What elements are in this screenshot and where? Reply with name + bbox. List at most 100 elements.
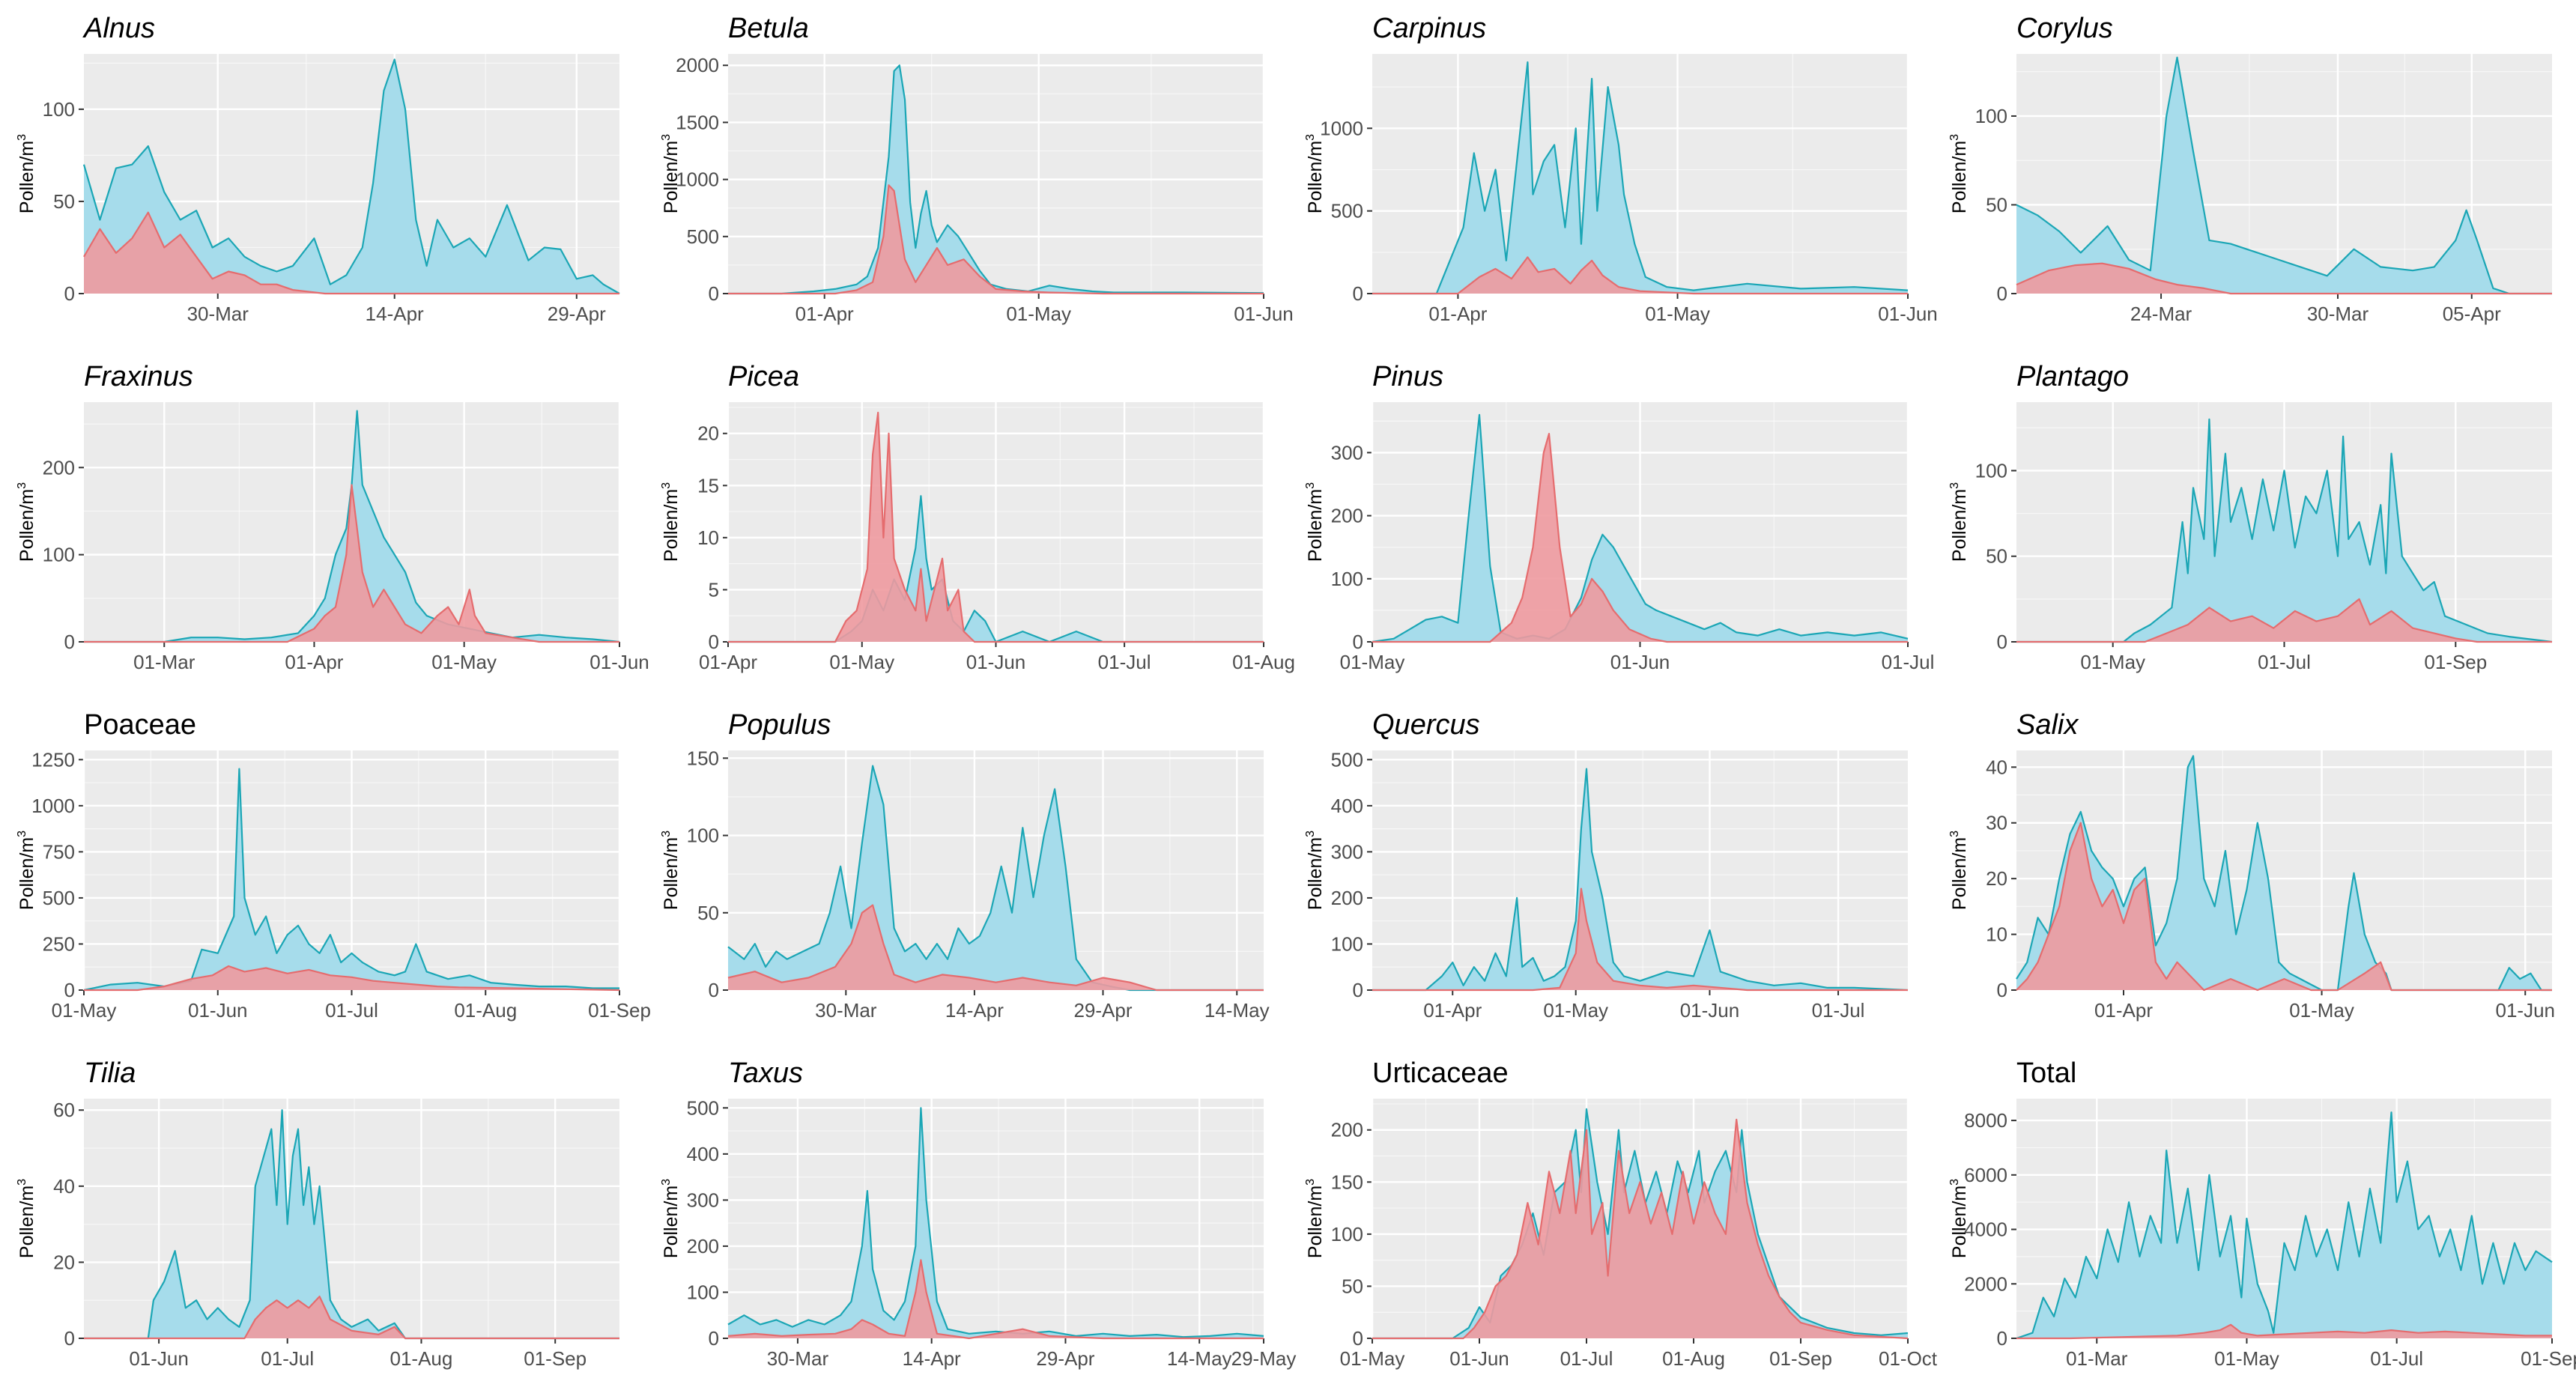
x-tick-label: 01-Sep (588, 999, 651, 1022)
chart-title: Tilia (84, 1057, 136, 1089)
series-line-red (727, 904, 1264, 992)
x-tick-label: 14-Apr (903, 1347, 961, 1370)
series-area-red (1372, 1119, 1908, 1338)
y-tick-label: 0 (64, 631, 75, 653)
y-tick-label: 1000 (31, 795, 75, 817)
y-tick-label: 2000 (1964, 1272, 2007, 1295)
x-tick-label: 29-Apr (1036, 1347, 1094, 1370)
chart-title: Salix (2016, 709, 2079, 741)
y-tick-label: 60 (53, 1099, 75, 1121)
chart-title: Urticaceae (1372, 1057, 1509, 1089)
x-tick-label: 01-Jun (188, 999, 248, 1022)
x-tick-label: 01-Apr (1423, 999, 1482, 1022)
x-tick-label: 01-May (1340, 651, 1405, 673)
x-tick-label: 01-Jun (1449, 1347, 1509, 1370)
x-tick-label: 01-Jun (966, 651, 1026, 673)
y-tick-label: 300 (687, 1189, 719, 1211)
y-tick-label: 1000 (676, 169, 719, 191)
panel-corylus: 0 50 100 24-Mar 30-Mar 05-Apr Corylus Pollen/m3 (1933, 0, 2573, 348)
x-tick-label: 01-Apr (795, 303, 854, 325)
y-axis-label: Pollen/m3 (660, 831, 682, 910)
panel-betula: 0 500 1000 1500 2000 01-Apr 01-May 01-Jun Betula… (644, 0, 1294, 348)
y-axis-label: Pollen/m3 (1304, 1179, 1326, 1258)
chart-taxus: 0 100 200 300 400 500 30-Mar 14-Apr 29-Apr 14-May… (660, 1057, 1296, 1370)
series-area-red (1372, 257, 1908, 294)
y-tick-label: 0 (1353, 282, 1363, 305)
series-line-blue (728, 64, 1264, 295)
y-tick-label: 100 (687, 1281, 719, 1303)
chart-title: Taxus (728, 1057, 803, 1089)
y-tick-label: 750 (43, 840, 75, 863)
y-axis-label: Pollen/m3 (16, 134, 37, 213)
x-tick-label: 01-Jul (2370, 1347, 2423, 1370)
y-axis-label: Pollen/m3 (660, 1179, 682, 1258)
series-line-red (84, 965, 620, 992)
y-tick-label: 1500 (676, 111, 719, 133)
x-tick-label: 01-Jun (590, 651, 649, 673)
series-area-blue (2016, 419, 2552, 642)
panel-alnus: 0 50 100 30-Mar 14-Apr 29-Apr Alnus Pollen/m3 (0, 0, 640, 348)
y-tick-label: 500 (687, 225, 719, 248)
x-tick-label: 01-Sep (1769, 1347, 1832, 1370)
y-tick-label: 6000 (1964, 1164, 2007, 1186)
x-tick-label: 01-May (2289, 999, 2354, 1022)
chart-title: Pinus (1372, 361, 1443, 392)
series-area-blue (2016, 1112, 2552, 1338)
y-tick-label: 0 (64, 282, 75, 305)
x-tick-label: 01-May (431, 651, 497, 673)
y-tick-label: 150 (687, 747, 719, 769)
panel-fraxinus: 0 100 200 01-Mar 01-Apr 01-May 01-Jun Fraxinus P… (0, 348, 649, 696)
x-tick-label: 14-May (1204, 999, 1270, 1022)
plot-background (1372, 750, 1908, 990)
panel-poaceae: 0 250 500 750 1000 1250 01-May 01-Jun 01-Jul 01-A… (0, 696, 651, 1045)
y-tick-label: 100 (1975, 459, 2007, 482)
series-line-red (2016, 822, 2552, 992)
chart-populus: 0 50 100 150 30-Mar 14-Apr 29-Apr 14-May Populus… (660, 709, 1270, 1022)
series-area-blue (1372, 414, 1908, 642)
series-line-red (1372, 256, 1908, 295)
x-tick-label: 29-May (1231, 1347, 1297, 1370)
y-axis-label: Pollen/m3 (1948, 134, 1970, 213)
y-tick-label: 500 (1331, 748, 1363, 771)
x-tick-label: 14-Apr (945, 999, 1004, 1022)
y-axis-label: Pollen/m3 (660, 482, 682, 562)
y-tick-label: 100 (1331, 568, 1363, 590)
y-tick-label: 100 (1331, 932, 1363, 955)
y-tick-label: 2000 (676, 54, 719, 76)
y-tick-label: 50 (1986, 545, 2007, 568)
series-line-blue (1372, 61, 1909, 295)
series-line-red (84, 484, 619, 643)
y-tick-label: 200 (1331, 1119, 1363, 1141)
panel-picea: 0 5 10 15 20 01-Apr 01-May 01-Jun 01-Jul 01-Aug Pi… (644, 348, 1295, 696)
y-tick-label: 0 (1997, 1327, 2007, 1350)
chart-title: Poaceae (84, 709, 196, 741)
x-tick-label: 29-Apr (1073, 999, 1132, 1022)
panel-plantago: 0 50 100 01-May 01-Jul 01-Sep Plantago Pollen/m… (1933, 348, 2573, 696)
y-tick-label: 4000 (1964, 1219, 2007, 1241)
x-tick-label: 01-Aug (1662, 1347, 1725, 1370)
x-tick-label: 14-May (1167, 1347, 1232, 1370)
series-area-red (84, 212, 619, 294)
y-tick-label: 1000 (1320, 117, 1363, 139)
y-tick-label: 150 (1331, 1171, 1363, 1193)
x-tick-label: 01-Jul (1882, 651, 1935, 673)
x-tick-label: 01-May (1340, 1347, 1405, 1370)
x-tick-label: 01-Apr (1428, 303, 1487, 325)
series-area-blue (728, 1108, 1264, 1338)
y-tick-label: 20 (1986, 867, 2007, 890)
x-tick-label: 30-Mar (2307, 303, 2369, 325)
y-axis-label: Pollen/m3 (1948, 482, 1970, 562)
x-tick-label: 01-Aug (454, 999, 517, 1022)
panel-tilia: 0 20 40 60 01-Jun 01-Jul 01-Aug 01-Sep Tilia Poll… (0, 1045, 640, 1393)
y-tick-label: 20 (697, 422, 719, 445)
x-tick-label: 01-Aug (390, 1347, 453, 1370)
y-axis-label: Pollen/m3 (16, 1179, 37, 1258)
series-line-red (728, 411, 1264, 643)
series-line-blue (727, 1107, 1264, 1338)
chart-urticaceae: 0 50 100 150 200 01-May 01-Jun 01-Jul 01-Aug 01-S… (1304, 1057, 1938, 1370)
chart-pinus: 0 100 200 300 01-May 01-Jun 01-Jul Pinus Pollen/… (1304, 361, 1934, 673)
x-tick-label: 01-Jun (1234, 303, 1294, 325)
y-tick-label: 400 (1331, 795, 1363, 817)
chart-poaceae: 0 250 500 750 1000 1250 01-May 01-Jun 01-Jul 01-A… (16, 709, 651, 1022)
